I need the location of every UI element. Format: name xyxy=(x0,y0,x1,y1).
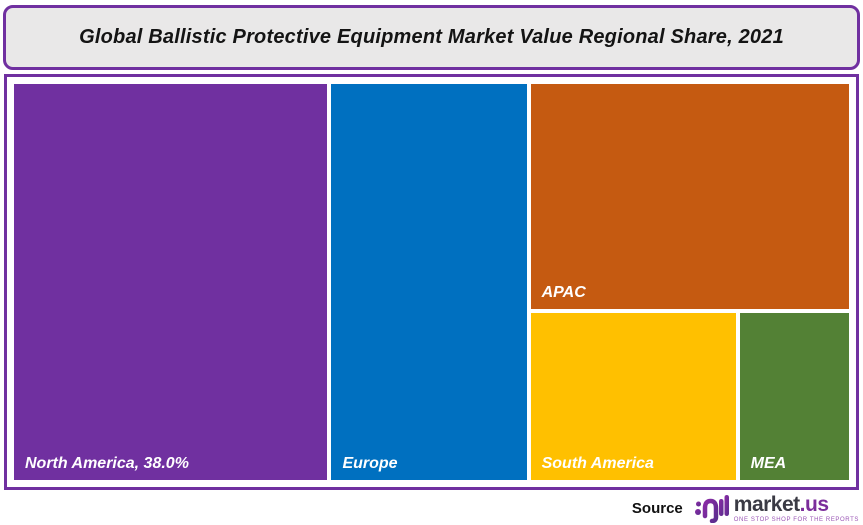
source-label: Source xyxy=(631,499,683,517)
brand-tld: .us xyxy=(799,492,829,516)
tile-label-north-america: North America, 38.0% xyxy=(25,455,189,472)
chart-title-banner: Global Ballistic Protective Equipment Ma… xyxy=(3,5,860,70)
tile-label-south-america: South America xyxy=(541,455,654,472)
treemap-tile-mea: MEA xyxy=(739,313,850,480)
market-us-wave-icon xyxy=(694,493,729,523)
treemap-tile-south-america: South America xyxy=(530,313,736,480)
treemap-tile-north-america: North America, 38.0% xyxy=(14,84,328,480)
source-footer: Source market.us ONE STOP SHOP FOR THE R… xyxy=(0,491,859,525)
treemap-chart: North America, 38.0% Europe APAC South A… xyxy=(4,74,859,490)
market-us-logo: market.us ONE STOP SHOP FOR THE REPORTS xyxy=(694,493,859,523)
treemap-right-column: APAC South America MEA xyxy=(530,84,850,480)
market-us-wordmark: market.us ONE STOP SHOP FOR THE REPORTS xyxy=(734,494,859,523)
treemap-bottom-row: South America MEA xyxy=(530,313,850,480)
brand-name: market xyxy=(733,492,800,516)
tile-label-mea: MEA xyxy=(750,455,787,472)
tile-label-apac: APAC xyxy=(541,284,586,302)
page-title: Global Ballistic Protective Equipment Ma… xyxy=(79,26,784,48)
treemap-tiles: North America, 38.0% Europe APAC South A… xyxy=(14,84,850,480)
brand-tagline: ONE STOP SHOP FOR THE REPORTS xyxy=(733,516,859,523)
tile-label-europe: Europe xyxy=(342,455,398,472)
treemap-tile-europe: Europe xyxy=(331,84,527,480)
treemap-tile-apac: APAC xyxy=(530,84,850,310)
